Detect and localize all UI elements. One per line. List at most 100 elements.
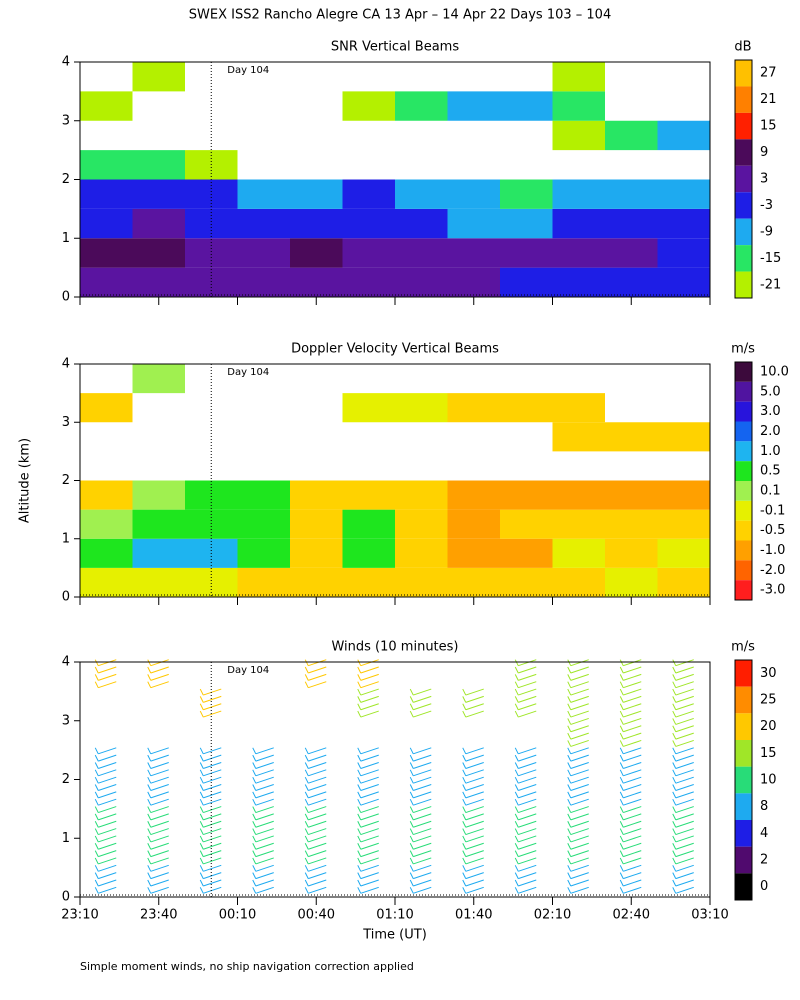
- wind-barb: [567, 717, 589, 725]
- field-cell: [605, 238, 658, 268]
- wind-barb: [619, 666, 642, 674]
- wind-barb: [619, 784, 642, 791]
- wind-barb: [567, 791, 589, 799]
- wind-barb: [567, 681, 589, 689]
- wind-barb: [409, 703, 432, 711]
- field-cell: [500, 567, 553, 597]
- wind-barb: [147, 886, 169, 894]
- wind-barb: [252, 776, 274, 784]
- wind-barb: [672, 739, 694, 747]
- field-cell: [132, 150, 185, 180]
- colorbar-swatch: [735, 60, 752, 87]
- wind-barb: [619, 681, 642, 689]
- field-cell: [552, 120, 605, 151]
- wind-barb: [462, 864, 484, 872]
- wind-barb: [462, 776, 484, 784]
- colorbar-swatch: [735, 740, 752, 767]
- wind-barb: [94, 813, 117, 821]
- wind-barb: [409, 820, 432, 828]
- field-cell: [132, 567, 185, 597]
- field-cell: [132, 238, 185, 268]
- wind-barb: [619, 879, 642, 887]
- field-cell: [605, 120, 658, 151]
- wind-barb: [462, 710, 484, 718]
- colorbar-tick-label: 5.0: [760, 384, 781, 399]
- colorbar-tick-label: 2.0: [760, 424, 781, 439]
- wind-barb: [304, 842, 327, 850]
- field-cell: [552, 393, 605, 423]
- colorbar-swatch: [735, 381, 752, 402]
- wind-barb: [462, 798, 484, 806]
- field-cell: [132, 364, 185, 394]
- wind-barb: [514, 820, 537, 828]
- wind-barb: [199, 835, 222, 843]
- wind-barb: [409, 864, 432, 872]
- wind-barb: [514, 879, 537, 887]
- wind-barb: [514, 842, 537, 850]
- wind-barb: [567, 776, 589, 784]
- field-cell: [290, 509, 343, 539]
- wind-barb: [357, 886, 379, 894]
- wind-barb: [409, 769, 432, 777]
- wind-barb: [357, 769, 379, 777]
- wind-barb: [672, 886, 694, 894]
- wind-barb: [199, 754, 222, 762]
- colorbar-tick-label: -9: [760, 224, 773, 239]
- wind-barb: [514, 857, 537, 865]
- field-cell: [132, 208, 185, 239]
- wind-barb: [514, 813, 537, 821]
- field-cell: [80, 267, 133, 297]
- wind-barb: [94, 762, 117, 769]
- colorbar-tick-label: -2.0: [760, 563, 785, 578]
- colorbar-tick-label: 15: [760, 746, 777, 761]
- field-cell: [605, 480, 658, 510]
- field-cell: [80, 538, 133, 568]
- wind-barb: [147, 864, 169, 872]
- field-cell: [605, 267, 658, 297]
- colorbar-swatch: [735, 401, 752, 422]
- wind-barb: [94, 747, 117, 755]
- field-cell: [657, 538, 710, 568]
- wind-barb: [94, 754, 117, 762]
- wind-barb: [147, 673, 169, 681]
- colorbar-frame: [734, 361, 753, 601]
- wind-barb: [304, 798, 327, 806]
- wind-barb: [199, 850, 222, 858]
- y-tick-label: 0: [62, 290, 70, 305]
- field-cell: [342, 509, 395, 539]
- wind-barb: [304, 673, 327, 681]
- colorbar-swatch: [735, 713, 752, 740]
- field-cell: [552, 91, 605, 121]
- wind-barb: [462, 813, 484, 821]
- field-cell: [342, 393, 395, 423]
- wind-barb: [304, 835, 327, 843]
- wind-barb: [147, 828, 169, 836]
- field-cell: [657, 422, 710, 452]
- colorbar-tick-label: 10.0: [760, 364, 789, 379]
- wind-barb: [147, 791, 169, 799]
- wind-barb: [199, 791, 222, 799]
- colorbar-tick-label: 3.0: [760, 404, 781, 419]
- wind-barb: [619, 703, 642, 711]
- wind-barb: [462, 695, 484, 703]
- field-cell: [500, 91, 553, 121]
- wind-barb: [514, 791, 537, 799]
- wind-barb: [514, 681, 537, 689]
- colorbar-tick-label: -0.1: [760, 503, 785, 518]
- colorbar-swatch: [735, 112, 752, 140]
- wind-barb: [619, 872, 642, 880]
- wind-barb: [514, 872, 537, 880]
- wind-barb: [672, 710, 694, 718]
- wind-barb: [514, 784, 537, 791]
- wind-barb: [619, 776, 642, 784]
- wind-barb: [409, 872, 432, 880]
- wind-barb: [304, 769, 327, 777]
- wind-barb: [199, 828, 222, 836]
- wind-barb: [409, 798, 432, 806]
- wind-barb: [462, 820, 484, 828]
- colorbar-tick-label: 8: [760, 799, 768, 814]
- colorbar-tick-label: -0.5: [760, 523, 785, 538]
- y-axis-label: Altitude (km): [18, 438, 33, 523]
- wind-barb: [409, 857, 432, 865]
